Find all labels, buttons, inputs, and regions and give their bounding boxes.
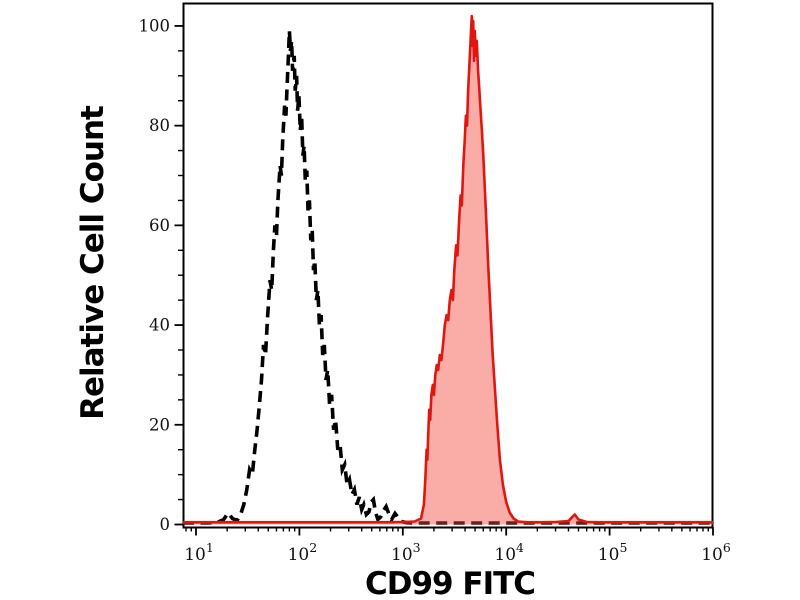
x-tick-label: 103 (391, 540, 421, 565)
x-tick-label: 106 (701, 540, 731, 565)
x-tick-label: 101 (184, 540, 214, 565)
stained-histogram-fill (183, 16, 714, 525)
y-axis-tick-labels: 0 20 40 60 80 100 (139, 16, 171, 534)
y-tick-label: 100 (139, 16, 171, 35)
y-tick-label: 80 (149, 116, 170, 135)
x-axis-tick-labels: 101 102 103 104 105 106 (184, 540, 731, 565)
y-tick-label: 20 (149, 415, 170, 434)
x-tick-label: 105 (598, 540, 628, 565)
y-tick-label: 40 (149, 316, 170, 335)
control-histogram-curve (183, 30, 713, 525)
x-tick-label: 102 (288, 540, 318, 565)
y-axis-ticks (174, 25, 183, 526)
y-axis-label: Relative Cell Count (75, 105, 111, 420)
x-tick-label: 104 (494, 540, 524, 565)
x-axis-ticks (185, 527, 714, 536)
plot-border (182, 2, 714, 529)
y-tick-label: 0 (160, 515, 171, 534)
y-tick-label: 60 (149, 216, 170, 235)
x-axis-label: CD99 FITC (365, 566, 535, 600)
stained-histogram-curve (183, 14, 713, 524)
